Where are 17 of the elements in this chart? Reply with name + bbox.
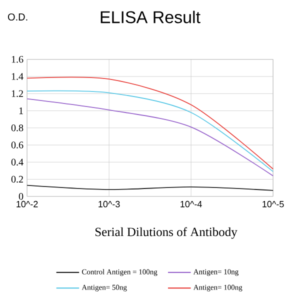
y-tick-label: 0.6 — [11, 142, 24, 148]
y-tick-label: 1.4 — [12, 73, 24, 80]
x-tick-label: 10^-4 — [180, 200, 202, 208]
x-tick-label: 10^-2 — [16, 200, 38, 208]
y-tick-label: 0.8 — [11, 124, 24, 132]
x-axis-title: Serial Dilutions of Antibody — [95, 227, 238, 239]
y-tick-label: 1.6 — [12, 56, 24, 63]
y-tick-label: 1 — [19, 107, 23, 114]
chart-title: ELISA Result — [100, 10, 200, 24]
y-tick-label: 0.2 — [11, 176, 23, 183]
x-tick-label: 10^-5 — [262, 200, 284, 208]
y-tick-label: 1.2 — [12, 90, 23, 98]
line-series — [26, 76, 274, 170]
y-tick-label: 0.4 — [11, 158, 24, 166]
y-tick-label: 0 — [18, 193, 24, 200]
x-tick-label: 10^-3 — [98, 200, 120, 208]
y-axis-title: O.D. — [8, 13, 28, 21]
